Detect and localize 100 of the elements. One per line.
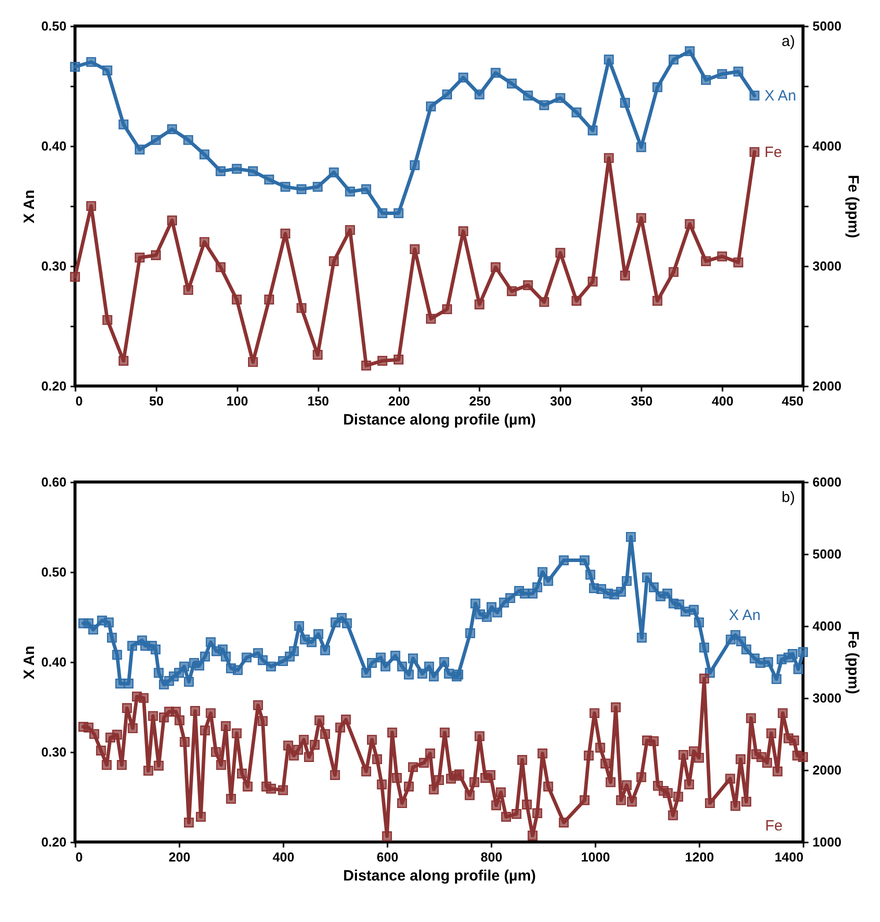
point [86, 57, 96, 67]
point [345, 186, 355, 197]
point [167, 124, 177, 134]
point [523, 90, 533, 101]
point [118, 356, 128, 366]
point [426, 314, 436, 324]
point [474, 299, 484, 310]
y-tick-label: 0.50 [41, 564, 66, 580]
point [523, 280, 533, 290]
series-label: X An [764, 88, 796, 105]
point [232, 294, 242, 305]
y2-tick-label: 2000 [812, 762, 842, 778]
point [216, 262, 226, 272]
point [684, 219, 695, 229]
point [248, 166, 258, 176]
point [636, 213, 646, 223]
point [506, 78, 517, 89]
x-tick-label: 200 [168, 850, 190, 864]
x-tick-label: 300 [550, 394, 572, 408]
x-tick-label: 250 [469, 394, 491, 408]
y2-tick-label: 2000 [812, 378, 842, 394]
y2-tick-label: 1000 [812, 834, 842, 850]
point [86, 201, 96, 211]
point [506, 286, 517, 296]
point [652, 82, 662, 92]
y-tick-label: 0.40 [41, 138, 66, 154]
point [668, 54, 679, 65]
x-tick-label: 450 [782, 394, 804, 408]
point [636, 142, 646, 152]
point [652, 296, 662, 306]
x-tick-label: 800 [480, 850, 502, 864]
x-tick-label: 400 [712, 394, 734, 408]
point [232, 164, 242, 174]
point [216, 166, 226, 176]
point [312, 350, 323, 360]
y2-tick-label: 3000 [812, 690, 842, 706]
annotation: b) [782, 489, 795, 506]
point [442, 304, 452, 314]
point [604, 54, 614, 65]
point [750, 90, 760, 101]
point [150, 250, 161, 260]
point [717, 251, 728, 262]
series-label: X An [728, 607, 761, 624]
y2-axis-title: Fe (ppm) [844, 630, 862, 694]
x-tick-label: 1200 [685, 850, 714, 864]
point [118, 119, 128, 130]
point [572, 296, 582, 306]
point [410, 244, 420, 254]
point [183, 135, 194, 145]
point [280, 228, 290, 239]
annotation: a) [782, 33, 795, 50]
point [539, 297, 550, 307]
series-label: Fe [764, 144, 782, 161]
x-tick-label: 200 [388, 394, 410, 408]
y2-tick-label: 5000 [812, 546, 842, 562]
y-tick-label: 0.20 [41, 834, 66, 850]
point [588, 276, 598, 287]
point [199, 149, 210, 160]
point [183, 285, 194, 295]
point [458, 72, 468, 83]
x-tick-label: 0 [76, 850, 83, 864]
point [394, 208, 404, 218]
x-tick-label: 400 [272, 850, 294, 864]
point [70, 272, 80, 282]
series-label: Fe [765, 818, 783, 835]
point [70, 62, 80, 72]
y-axis-title: X An [21, 190, 38, 224]
x-tick-label: 100 [226, 394, 248, 408]
point [604, 153, 614, 163]
x-tick-label: 1400 [774, 850, 804, 864]
point [345, 225, 355, 235]
point [102, 315, 112, 325]
point [296, 184, 306, 194]
point [458, 226, 468, 236]
point [555, 93, 566, 103]
x-tick-label: 0 [76, 394, 83, 408]
x-tick-label: 600 [376, 850, 398, 864]
y2-tick-label: 3000 [812, 258, 842, 274]
point [684, 46, 695, 56]
point [555, 248, 566, 258]
point [539, 100, 550, 110]
point [490, 68, 501, 78]
point [361, 360, 372, 371]
point [328, 167, 339, 178]
point [264, 294, 274, 305]
point [490, 262, 501, 272]
point [134, 144, 145, 155]
x-tick-label: 1000 [581, 850, 610, 864]
y2-tick-label: 5000 [812, 18, 842, 34]
x-tick-label: 350 [630, 394, 653, 408]
y-tick-label: 0.30 [41, 258, 66, 274]
y-tick-label: 0.30 [41, 744, 66, 760]
y-tick-label: 0.50 [41, 18, 66, 34]
y2-axis-title: Fe (ppm) [844, 174, 862, 238]
y-tick-label: 0.40 [41, 654, 66, 670]
y2-tick-label: 6000 [812, 474, 842, 490]
point [102, 65, 112, 76]
point [701, 256, 711, 266]
point [717, 69, 728, 79]
point [150, 135, 161, 145]
